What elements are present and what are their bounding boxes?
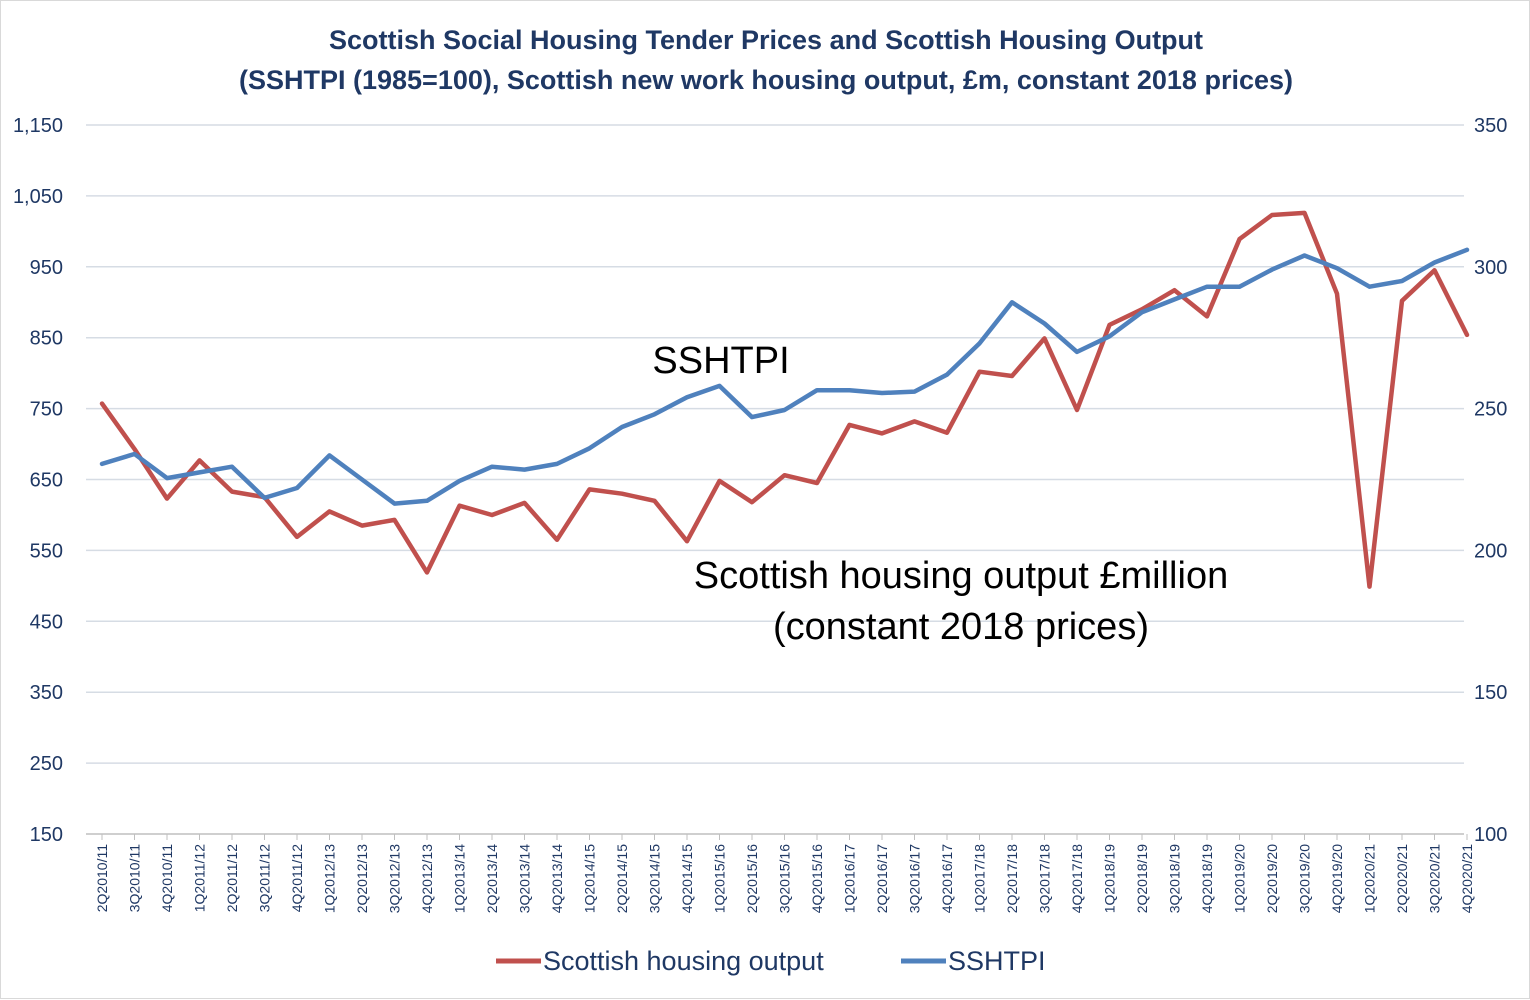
legend: Scottish housing output SSHTPI (496, 946, 1046, 976)
x-tick-label: 3Q2011/12 (257, 844, 273, 912)
right-axis-ticks: 100 150 200 250 300 350 (1474, 115, 1507, 846)
x-tick-label: 2Q2016/17 (874, 844, 890, 913)
x-tick-label: 3Q2014/15 (647, 844, 663, 913)
x-tick-label: 1Q2017/18 (972, 844, 988, 913)
x-tick-label: 4Q2013/14 (549, 844, 565, 913)
left-tick-label: 1,150 (13, 115, 63, 137)
right-tick-label: 200 (1474, 540, 1507, 562)
x-tick-label: 3Q2018/19 (1167, 844, 1183, 913)
right-tick-label: 350 (1474, 115, 1507, 137)
x-tick-label: 4Q2015/16 (809, 844, 825, 913)
x-tick-label: 2Q2017/18 (1004, 844, 1020, 913)
gridlines (86, 124, 1464, 835)
x-tick-label: 2Q2013/14 (484, 844, 500, 913)
left-tick-label: 1,050 (13, 186, 63, 208)
x-tick-label: 1Q2018/19 (1102, 844, 1118, 913)
x-tick-label: 1Q2013/14 (452, 844, 468, 913)
x-tick-label: 2Q2011/12 (224, 844, 240, 912)
x-tick-label: 2Q2018/19 (1134, 844, 1150, 913)
x-tick-label: 4Q2017/18 (1069, 844, 1085, 913)
x-tick-label: 3Q2012/13 (387, 844, 403, 913)
x-tick-label: 4Q2019/20 (1329, 844, 1345, 913)
right-tick-label: 250 (1474, 399, 1507, 421)
left-tick-label: 450 (30, 611, 63, 633)
left-tick-label: 750 (30, 399, 63, 421)
legend-label-sshtpi: SSHTPI (948, 946, 1046, 976)
left-tick-label: 850 (30, 328, 63, 350)
left-tick-label: 250 (30, 753, 63, 775)
left-tick-label: 550 (30, 540, 63, 562)
series-lines (99, 210, 1470, 589)
legend-label-output: Scottish housing output (543, 946, 824, 976)
x-tick-label: 1Q2016/17 (842, 844, 858, 913)
x-axis-ticks: 2Q2010/11 3Q2010/11 4Q2010/11 1Q2011/12 2Q20… (94, 834, 1475, 913)
left-tick-label: 650 (30, 470, 63, 492)
left-axis-ticks: 150 250 350 450 550 650 750 850 950 1,050 1,150 (13, 115, 63, 846)
annotation-sshtpi: SSHTPI (652, 340, 789, 382)
x-tick-label: 2Q2020/21 (1394, 844, 1410, 913)
chart-subtitle: (SSHTPI (1985=100), Scottish new work ho… (239, 65, 1293, 95)
annotation-output-line1: Scottish housing output £million (694, 555, 1228, 597)
x-tick-label: 1Q2020/21 (1362, 844, 1378, 913)
x-tick-label: 2Q2014/15 (614, 844, 630, 913)
x-tick-label: 4Q2016/17 (939, 844, 955, 913)
left-tick-label: 150 (30, 824, 63, 846)
housing-output-line (99, 210, 1470, 589)
x-tick-label: 4Q2011/12 (289, 844, 305, 912)
x-tick-label: 2Q2010/11 (94, 844, 110, 912)
x-tick-label: 4Q2018/19 (1199, 844, 1215, 913)
sshtpi-line (99, 247, 1470, 506)
left-tick-label: 350 (30, 682, 63, 704)
x-tick-label: 4Q2020/21 (1459, 844, 1475, 913)
x-tick-label: 2Q2015/16 (744, 844, 760, 913)
x-tick-label: 3Q2010/11 (127, 844, 143, 912)
x-tick-label: 1Q2014/15 (582, 844, 598, 913)
x-tick-label: 4Q2014/15 (679, 844, 695, 913)
right-tick-label: 150 (1474, 682, 1507, 704)
right-tick-label: 100 (1474, 824, 1507, 846)
annotation-output-line2: (constant 2018 prices) (773, 606, 1149, 648)
x-tick-label: 1Q2011/12 (192, 844, 208, 912)
x-tick-label: 3Q2013/14 (517, 844, 533, 913)
x-tick-label: 1Q2012/13 (322, 844, 338, 913)
x-tick-label: 2Q2012/13 (354, 844, 370, 913)
x-tick-label: 3Q2016/17 (907, 844, 923, 913)
x-tick-label: 4Q2012/13 (419, 844, 435, 913)
x-tick-label: 2Q2019/20 (1264, 844, 1280, 913)
x-tick-label: 1Q2015/16 (712, 844, 728, 913)
x-tick-label: 3Q2020/21 (1427, 844, 1443, 913)
left-tick-label: 950 (30, 257, 63, 279)
x-tick-label: 3Q2019/20 (1297, 844, 1313, 913)
x-tick-label: 4Q2010/11 (159, 844, 175, 912)
x-tick-label: 3Q2015/16 (777, 844, 793, 913)
x-tick-label: 3Q2017/18 (1037, 844, 1053, 913)
x-tick-label: 1Q2019/20 (1232, 844, 1248, 913)
chart-title: Scottish Social Housing Tender Prices an… (329, 25, 1203, 55)
right-tick-label: 300 (1474, 257, 1507, 279)
